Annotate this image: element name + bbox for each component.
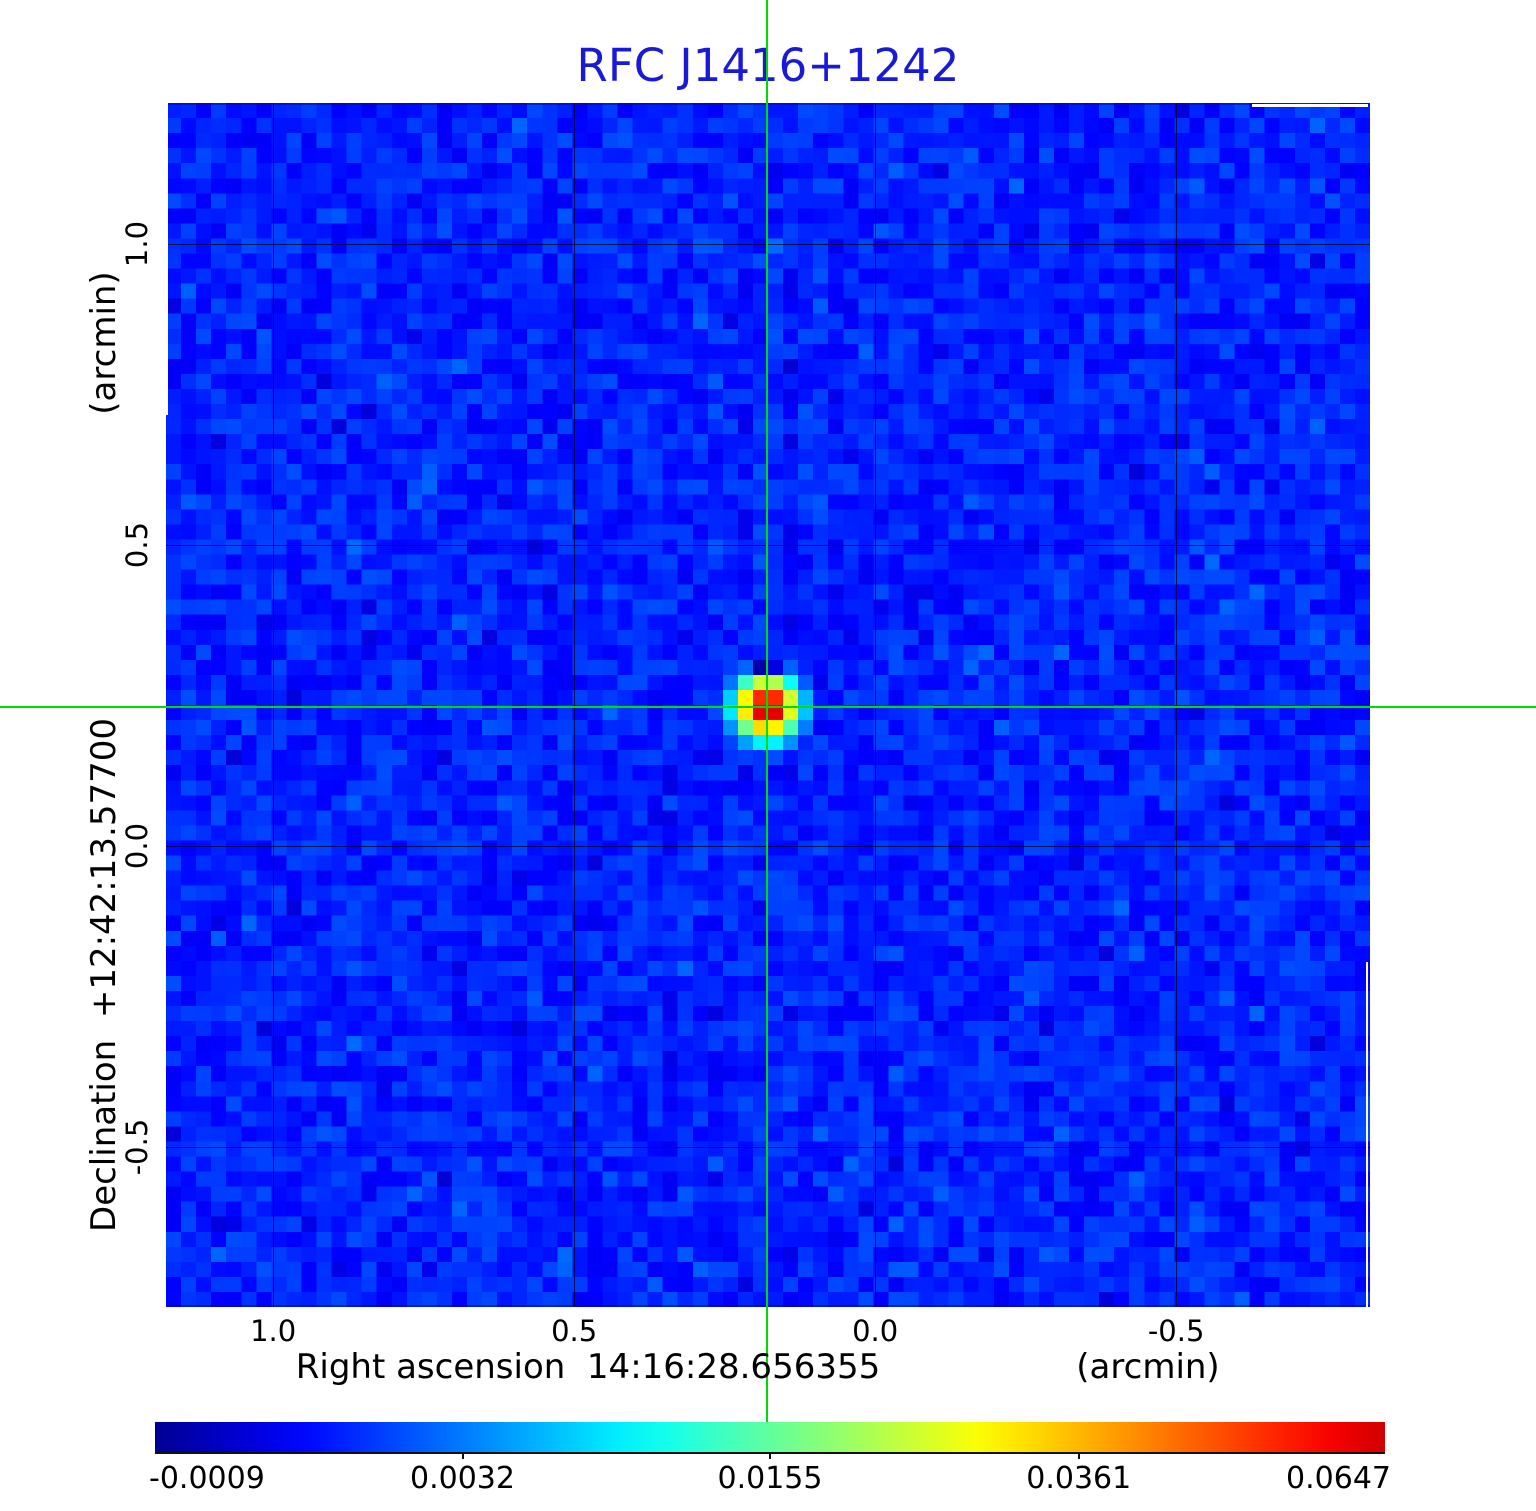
grid-line-horizontal	[166, 544, 1370, 546]
colorbar-tick-label: 0.0155	[717, 1461, 823, 1496]
y-tick-label: 0.5	[120, 521, 154, 568]
x-tick-label: -0.5	[1147, 1314, 1205, 1348]
artifact-white-line-top-right	[1252, 104, 1368, 107]
plot-top-edge	[166, 103, 1370, 105]
sky-map-canvas	[166, 103, 1370, 1307]
grid-line-horizontal	[166, 1146, 1370, 1148]
artifact-white-line-left-edge	[166, 103, 168, 415]
y-tick-label: 0.0	[120, 822, 154, 869]
grid-line-vertical	[875, 103, 877, 1307]
colorbar-tick-label: 0.0361	[1026, 1461, 1132, 1496]
crosshair-horizontal-line	[0, 706, 1536, 709]
x-axis-label: Right ascension 14:16:28.656355	[295, 1347, 881, 1387]
sky-map	[166, 103, 1370, 1307]
colorbar-tick-mark	[1077, 1452, 1080, 1459]
x-tick-label: 0.5	[551, 1314, 598, 1348]
grid-line-vertical	[1176, 103, 1178, 1307]
grid-line-horizontal	[166, 845, 1370, 847]
colorbar-tick-mark	[461, 1452, 464, 1459]
colorbar-tick-label: 0.0032	[410, 1461, 515, 1496]
x-axis-unit-label: (arcmin)	[1076, 1347, 1220, 1387]
colorbar-tick-label: -0.0009	[149, 1461, 265, 1496]
artifact-white-line-right-edge	[1366, 962, 1368, 1307]
x-tick-label: 1.0	[250, 1314, 297, 1348]
grid-line-vertical	[273, 103, 275, 1307]
grid-line-vertical	[574, 103, 576, 1307]
y-axis-unit-label: (arcmin)	[84, 271, 124, 415]
crosshair-vertical-line	[765, 0, 768, 1422]
colorbar-tick-label: 0.0647	[1286, 1461, 1391, 1496]
y-tick-label: -0.5	[120, 1118, 154, 1176]
x-tick-label: 0.0	[852, 1314, 899, 1348]
y-tick-label: 1.0	[120, 220, 154, 267]
colorbar	[155, 1422, 1385, 1454]
colorbar-tick-mark	[769, 1452, 771, 1459]
figure-title: RFC J1416+1242	[576, 39, 960, 92]
y-axis-label: Declination +12:42:13.57700	[84, 718, 124, 1232]
plot-bottom-edge	[166, 1305, 1370, 1307]
grid-line-horizontal	[166, 243, 1370, 245]
